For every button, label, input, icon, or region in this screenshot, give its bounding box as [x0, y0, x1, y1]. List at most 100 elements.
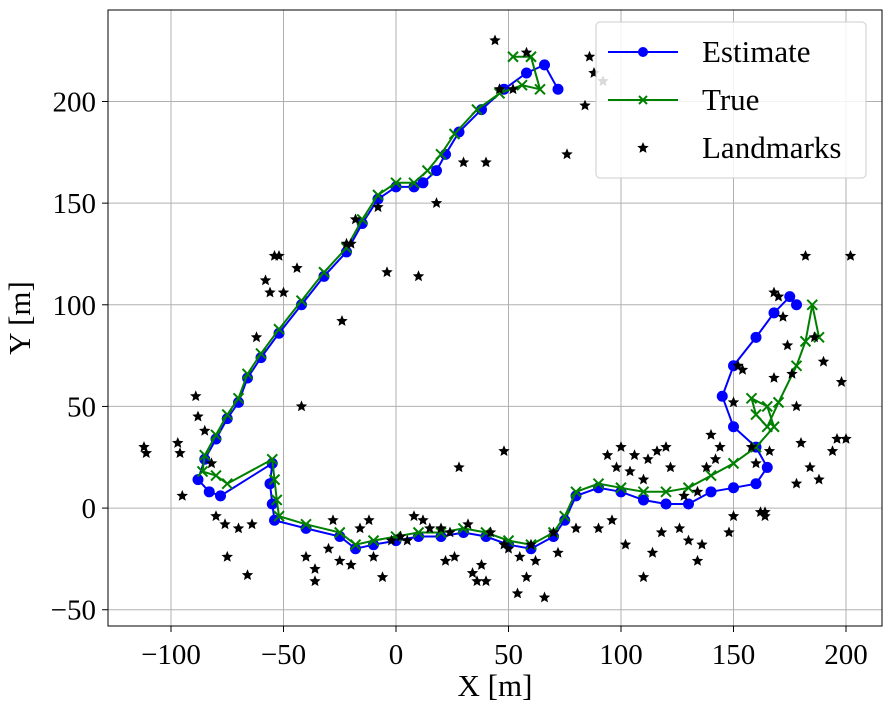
estimate-point [784, 291, 796, 303]
landmark-point [844, 250, 857, 261]
true-point [435, 148, 447, 161]
y-tick-label: 50 [67, 391, 96, 423]
landmark-point [327, 514, 339, 526]
y-tick-label: 0 [82, 493, 97, 525]
legend-landmarks-label: Landmarks [702, 130, 841, 165]
landmark-point [831, 433, 843, 444]
landmark-point [610, 461, 623, 473]
estimate-point [716, 390, 728, 402]
estimate-point [203, 486, 215, 498]
landmark-point [444, 526, 456, 538]
landmark-point [759, 506, 771, 517]
landmark-point [601, 449, 614, 461]
landmark-point [264, 286, 276, 298]
landmark-point [673, 522, 686, 534]
estimate-point [791, 299, 802, 311]
landmark-point [498, 445, 510, 456]
true-point [356, 213, 368, 226]
estimate-point [552, 83, 564, 95]
landmark-point [367, 550, 380, 562]
landmark-point [345, 559, 357, 570]
landmark-point [232, 522, 245, 534]
estimate-point [318, 270, 330, 282]
landmark-point [664, 461, 677, 473]
landmark-point [826, 445, 839, 456]
landmark-point [709, 453, 722, 465]
landmark-point [651, 445, 663, 456]
true-point [570, 486, 582, 498]
landmark-point [309, 575, 321, 587]
estimate-point [728, 482, 739, 494]
estimate-point [341, 246, 352, 258]
true-point [806, 299, 818, 311]
estimate-point [435, 531, 447, 543]
landmark-point [520, 46, 533, 58]
landmark-point [381, 266, 393, 278]
landmark-point [808, 331, 821, 343]
landmark-point [615, 441, 627, 452]
landmark-point [291, 262, 303, 273]
landmark-point [813, 473, 825, 485]
landmark-point [624, 465, 636, 477]
estimate-point [638, 494, 649, 506]
landmark-point [700, 461, 713, 473]
true-point [761, 400, 773, 413]
true-point [637, 486, 650, 498]
landmark-point [480, 575, 492, 587]
landmark-point [660, 441, 672, 452]
y-tick-label: 200 [53, 86, 97, 118]
landmark-point [637, 571, 650, 583]
landmark-point [763, 445, 776, 456]
true-point [421, 164, 434, 177]
true-point [507, 51, 519, 63]
legend: Estimate True Landmarks [595, 21, 867, 179]
landmark-point [511, 587, 524, 599]
estimate-point [559, 514, 571, 526]
landmark-point [471, 575, 483, 587]
y-axis-label: Y [m] [2, 281, 37, 355]
landmark-point [759, 510, 771, 522]
landmark-point [583, 50, 596, 62]
true-point [790, 360, 803, 372]
estimate-point [761, 461, 773, 473]
estimate-point [683, 498, 694, 510]
landmark-point [736, 363, 749, 375]
true-point [221, 408, 233, 421]
landmark-point [696, 538, 708, 550]
estimate-point [350, 543, 361, 555]
axis-ticks: −100 −50 0 50 100 150 200 −50 0 50 100 150 200 [51, 86, 868, 671]
estimate-point [215, 490, 226, 502]
true-point [705, 469, 717, 482]
estimate-point [660, 498, 672, 510]
landmark-point [795, 437, 807, 448]
landmark-point [781, 339, 794, 351]
true-point [300, 518, 312, 531]
landmark-point [475, 559, 488, 570]
landmark-point [714, 441, 726, 452]
landmark-point [520, 571, 533, 583]
x-tick-label: 200 [824, 639, 868, 671]
landmark-point [691, 554, 704, 566]
plot-frame [107, 9, 883, 627]
landmark-point [259, 274, 272, 286]
legend-true-marker [638, 95, 648, 105]
true-point [318, 266, 330, 278]
x-tick-label: 100 [599, 639, 643, 671]
landmark-point [176, 489, 188, 501]
true-point [349, 538, 362, 551]
landmark-point [804, 461, 816, 473]
landmark-point [345, 237, 357, 249]
x-tick-label: 0 [389, 639, 404, 671]
estimate-point [417, 177, 429, 189]
legend-true-label: True [702, 82, 759, 117]
landmark-point [628, 449, 641, 461]
landmark-point [480, 156, 492, 168]
estimate-point [728, 421, 739, 433]
landmark-point [525, 538, 537, 550]
estimate-point [408, 181, 420, 193]
true-point [268, 473, 281, 486]
landmark-point [349, 213, 362, 225]
true-point [660, 486, 672, 498]
estimate-point [372, 193, 384, 205]
